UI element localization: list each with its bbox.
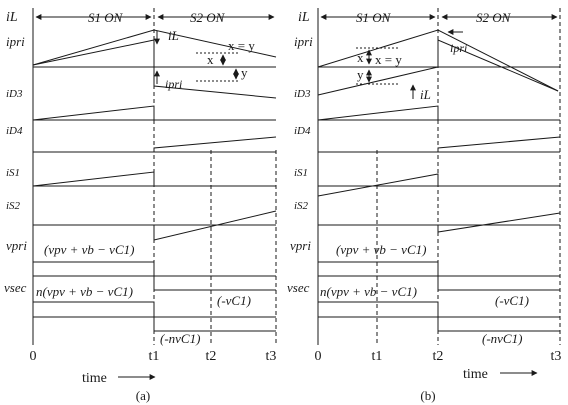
panel-a-vsec-expr: n(vpv + vb − vC1) — [36, 284, 133, 299]
panel-a-iS2-waveform — [153, 210, 277, 241]
label-ipri-a: ipri — [6, 34, 25, 49]
panel-b-y-mark: y — [357, 67, 364, 82]
panel-b-iS2-waveform — [437, 212, 561, 233]
panel-a-labels: S1 ON S2 ON iL ipri iD3 iD4 iS1 iS2 vpri… — [4, 10, 276, 403]
panel-a — [32, 8, 277, 380]
panel-b-caption: (b) — [420, 388, 435, 403]
panel-b-iS1-waveform — [317, 173, 439, 197]
panel-a-vpri-waveform — [33, 261, 276, 291]
label-iS1-b: iS1 — [294, 167, 308, 179]
panel-b-iD4-waveform — [437, 136, 561, 152]
panel-a-tick-0: 0 — [30, 349, 37, 364]
panel-a-iD4-waveform — [153, 136, 277, 152]
panel-a-time-label: time — [82, 371, 107, 386]
panel-a-tick-t1: t1 — [149, 349, 160, 364]
panel-a-neg-vc1: (-vC1) — [217, 293, 251, 308]
label-iL-b: iL — [298, 10, 310, 25]
label-iS1-a: iS1 — [6, 167, 20, 179]
label-iD4-a: iD4 — [6, 125, 23, 137]
panel-b-vpri-waveform — [318, 261, 560, 291]
panel-a-x-mark: x — [207, 52, 214, 67]
panel-b-tick-t3: t3 — [551, 349, 562, 364]
label-iD4-b: iD4 — [294, 125, 311, 137]
label-iL-a: iL — [6, 10, 18, 25]
panel-b-time-label: time — [463, 367, 488, 382]
label-iD3-b: iD3 — [294, 88, 311, 100]
label-iS2-b: iS2 — [294, 200, 309, 212]
panel-b-xy-label: x = y — [375, 52, 402, 67]
label-iS2-a: iS2 — [6, 200, 21, 212]
panel-a-ipri-annot: ipri — [165, 77, 182, 91]
panel-b-vsec-waveform — [318, 301, 560, 332]
panel-a-iL-waveform — [32, 29, 277, 66]
panel-a-phase2-label: S2 ON — [190, 10, 226, 25]
label-vpri-b: vpri — [290, 238, 311, 253]
panel-b-vpri-expr: (vpv + vb − vC1) — [336, 242, 426, 257]
label-vsec-b: vsec — [287, 280, 310, 295]
panel-a-vsec-waveform — [33, 301, 276, 332]
panel-a-ipri-waveform — [32, 39, 277, 99]
label-iD3-a: iD3 — [6, 88, 23, 100]
panel-b-x-mark: x — [357, 50, 364, 65]
label-ipri-b: ipri — [294, 34, 313, 49]
panel-a-vpri-expr: (vpv + vb − vC1) — [44, 242, 134, 257]
panel-b-tick-t2: t2 — [433, 349, 444, 364]
panel-b-iL-waveform — [317, 29, 559, 92]
panel-a-iS1-waveform — [32, 171, 155, 187]
panel-b-ipri-annot: ipri — [450, 41, 467, 55]
panel-b-neg-vc1: (-vC1) — [495, 293, 529, 308]
panel-a-tick-t3: t3 — [266, 349, 277, 364]
panel-b-vsec-expr: n(vpv + vb − vC1) — [320, 284, 417, 299]
panel-a-iD3-waveform — [32, 105, 155, 121]
panel-b-phase1-label: S1 ON — [356, 10, 392, 25]
panel-b-iL-annot: iL — [420, 87, 431, 102]
panel-a-caption: (a) — [136, 388, 150, 403]
panel-a-y-mark: y — [241, 65, 248, 80]
label-vsec-a: vsec — [4, 280, 27, 295]
panel-b-iD3-waveform — [317, 105, 439, 121]
panel-b — [317, 8, 561, 376]
panel-b-tick-t1: t1 — [372, 349, 383, 364]
panel-a-tick-t2: t2 — [206, 349, 217, 364]
panel-b-neg-nvc1: (-nvC1) — [482, 331, 522, 346]
panel-b-ipri-waveform — [317, 39, 559, 96]
panel-b-labels: S1 ON S2 ON iL ipri iD3 iD4 iS1 iS2 vpri… — [287, 10, 561, 403]
panel-a-xy-label: x = y — [228, 38, 255, 53]
panel-a-iL-annot: iL — [168, 28, 179, 43]
panel-a-neg-nvc1: (-nvC1) — [160, 331, 200, 346]
panel-b-tick-0: 0 — [315, 349, 322, 364]
panel-b-phase2-label: S2 ON — [476, 10, 512, 25]
panel-a-phase1-label: S1 ON — [88, 10, 124, 25]
label-vpri-a: vpri — [6, 238, 27, 253]
